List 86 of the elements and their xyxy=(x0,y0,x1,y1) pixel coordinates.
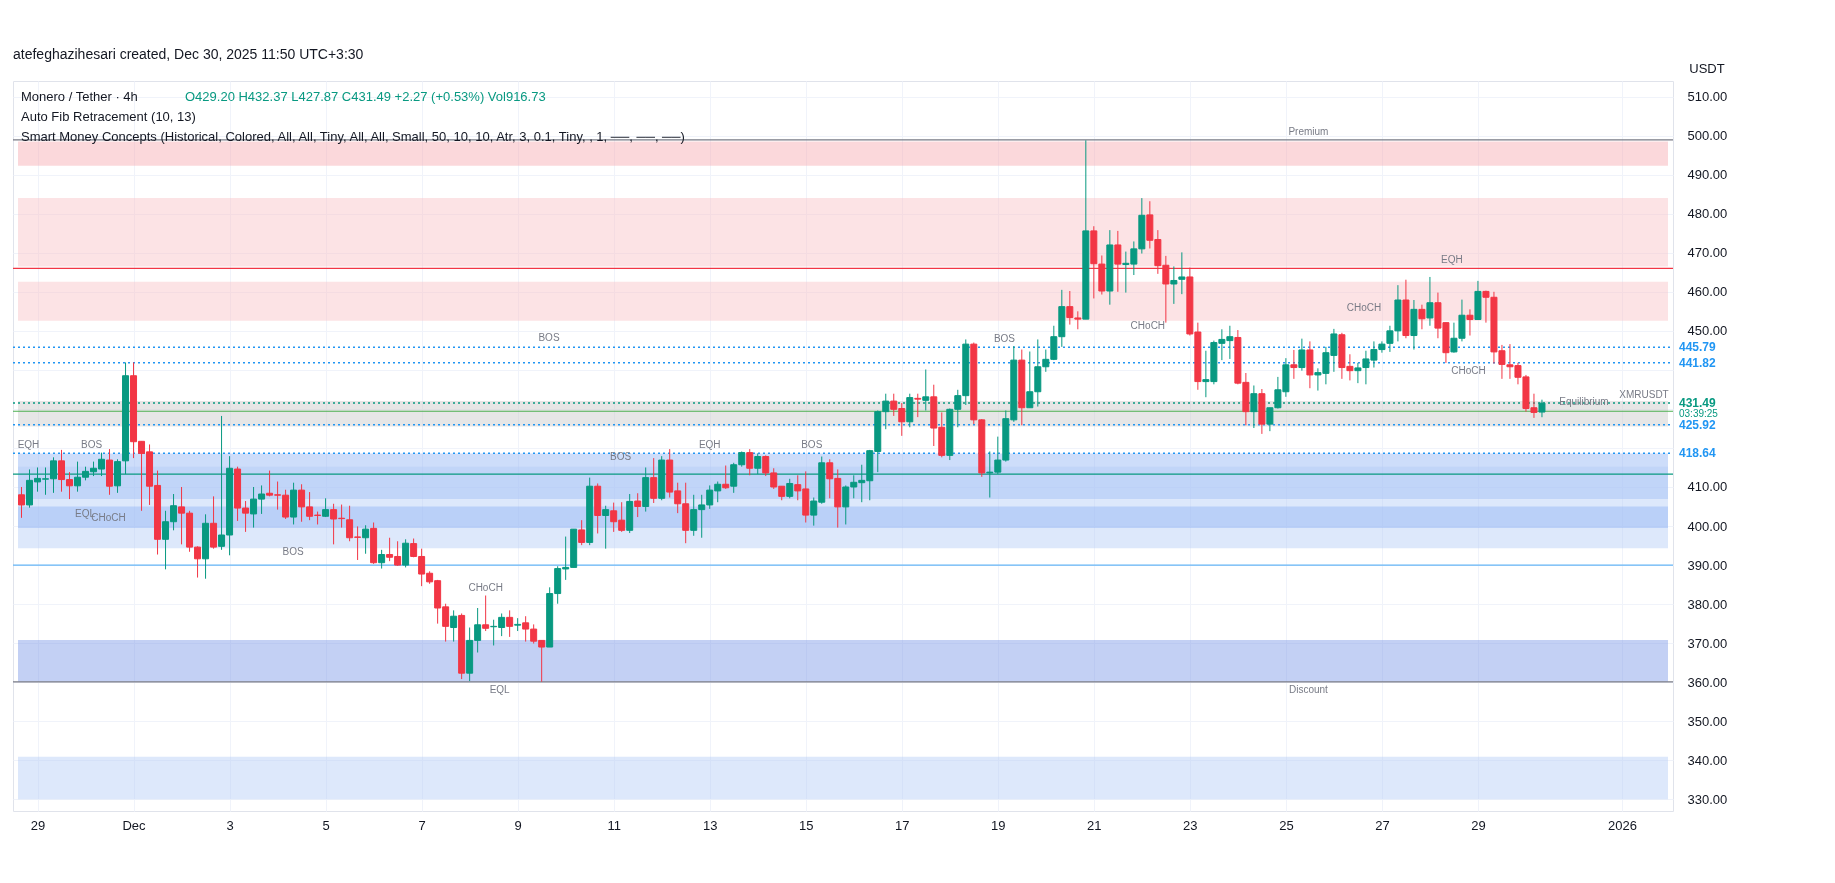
candlestick xyxy=(786,478,794,499)
y-tick-label: 370.00 xyxy=(1687,635,1728,651)
text: Monero / Tether · 4h xyxy=(21,89,138,104)
candlestick xyxy=(1426,276,1434,327)
y-tick-label: 380.00 xyxy=(1687,596,1728,612)
annotation: BOS xyxy=(610,450,632,462)
x-tick-label: 5 xyxy=(322,817,330,833)
annotation: EQH xyxy=(1441,254,1463,266)
y-tick-label: 410.00 xyxy=(1687,479,1728,495)
annotation: CHoCH xyxy=(1451,364,1486,376)
y-tick-label: 480.00 xyxy=(1687,206,1728,222)
x-tick-label: 21 xyxy=(1087,817,1102,833)
candlestick xyxy=(722,465,730,490)
x-tick-label: 13 xyxy=(702,817,718,833)
x-tick-label: 15 xyxy=(799,817,814,833)
x-tick-label: 9 xyxy=(514,817,522,833)
text: O429.20 H432.37 L427.87 C431.49 +2.27 (+0.53%) Vol916.73 xyxy=(185,89,546,104)
x-tick-label: 2026 xyxy=(1608,817,1637,833)
y-tick-label: 460.00 xyxy=(1687,284,1728,300)
candlestick xyxy=(746,448,754,476)
candlestick xyxy=(1170,265,1178,305)
x-tick-label: 25 xyxy=(1279,817,1294,833)
x-tick-label: 29 xyxy=(1471,817,1486,833)
annotation: EQH xyxy=(17,439,40,451)
candlestick xyxy=(402,538,410,568)
ref-line-label: 418.64 xyxy=(1679,446,1717,461)
x-tick-label: 3 xyxy=(226,817,234,833)
x-tick-label: 19 xyxy=(991,817,1006,833)
candlestick xyxy=(1418,304,1426,330)
candlestick xyxy=(914,393,922,418)
annotation: BOS xyxy=(282,545,304,557)
candlestick xyxy=(18,486,25,519)
annotation: Equilibrium xyxy=(1559,396,1609,408)
annotation: Smart Money Concepts (Historical, Colored, All, All, Tiny, All, All, Small, 50, 10, 10, Atr, 3, 0.1, Tiny, , 1, ──, ──, ──) xyxy=(21,129,685,144)
x-tick-label: 23 xyxy=(1183,817,1198,833)
y-axis-title: USDT xyxy=(1689,61,1725,76)
candlestick xyxy=(634,492,642,518)
annotation: CHoCH xyxy=(1346,302,1382,314)
y-tick-label: 350.00 xyxy=(1687,713,1728,729)
candlestick xyxy=(650,457,658,504)
candlestick xyxy=(378,549,386,570)
y-tick-label: 450.00 xyxy=(1687,323,1728,339)
ref-line-label: 441.82 xyxy=(1679,355,1717,370)
candlestick xyxy=(1290,349,1298,380)
annotation: BOS xyxy=(80,439,103,451)
candlestick xyxy=(1298,338,1306,372)
y-tick-label: 390.00 xyxy=(1687,557,1728,573)
annotation: EQH xyxy=(698,439,721,451)
y-tick-label: 470.00 xyxy=(1687,245,1728,261)
text: atefeghazihesari created, Dec 30, 2025 11:50 UTC+3:30 xyxy=(13,46,364,62)
candlestick xyxy=(210,495,218,550)
candlestick xyxy=(602,505,610,550)
candlestick xyxy=(482,595,490,632)
text: 03:39:25 xyxy=(1679,408,1719,420)
annotation: BOS xyxy=(801,439,823,451)
y-tick-label: 360.00 xyxy=(1687,674,1728,690)
y-tick-label: 500.00 xyxy=(1687,128,1728,144)
annotation: CHoCH xyxy=(1130,319,1166,331)
y-tick-label: 400.00 xyxy=(1687,518,1728,534)
candlestick xyxy=(578,519,586,546)
annotation: EQL xyxy=(489,683,511,695)
x-tick-label: 27 xyxy=(1375,817,1390,833)
y-tick-label: 330.00 xyxy=(1687,791,1728,807)
candlestick xyxy=(362,524,370,555)
y-tick-label: 490.00 xyxy=(1687,167,1728,183)
candlestick xyxy=(1178,251,1186,295)
ref-line-label: 425.92 xyxy=(1679,417,1717,432)
x-tick-label: 29 xyxy=(30,817,46,833)
candlestick xyxy=(1466,308,1474,337)
x-tick-label: 17 xyxy=(895,817,910,833)
y-tick-label: 510.00 xyxy=(1687,89,1728,105)
x-tick-label: 7 xyxy=(418,817,426,833)
ref-line-label: 445.79 xyxy=(1679,340,1717,355)
annotation: CHoCH xyxy=(468,581,503,593)
annotation: BOS xyxy=(538,332,560,344)
x-tick-label: 11 xyxy=(607,817,621,833)
candlestick xyxy=(1250,384,1258,429)
x-tick-label: Dec xyxy=(122,817,147,833)
annotation: Discount xyxy=(1288,683,1329,695)
annotation: Premium xyxy=(1288,125,1329,137)
candlestick xyxy=(506,609,514,638)
annotation: XMRUSDT xyxy=(1619,389,1669,401)
y-tick-label: 340.00 xyxy=(1687,752,1728,768)
candlestick xyxy=(450,609,458,643)
annotation: Auto Fib Retracement (10, 13) xyxy=(21,109,196,124)
annotation: BOS xyxy=(993,333,1016,345)
